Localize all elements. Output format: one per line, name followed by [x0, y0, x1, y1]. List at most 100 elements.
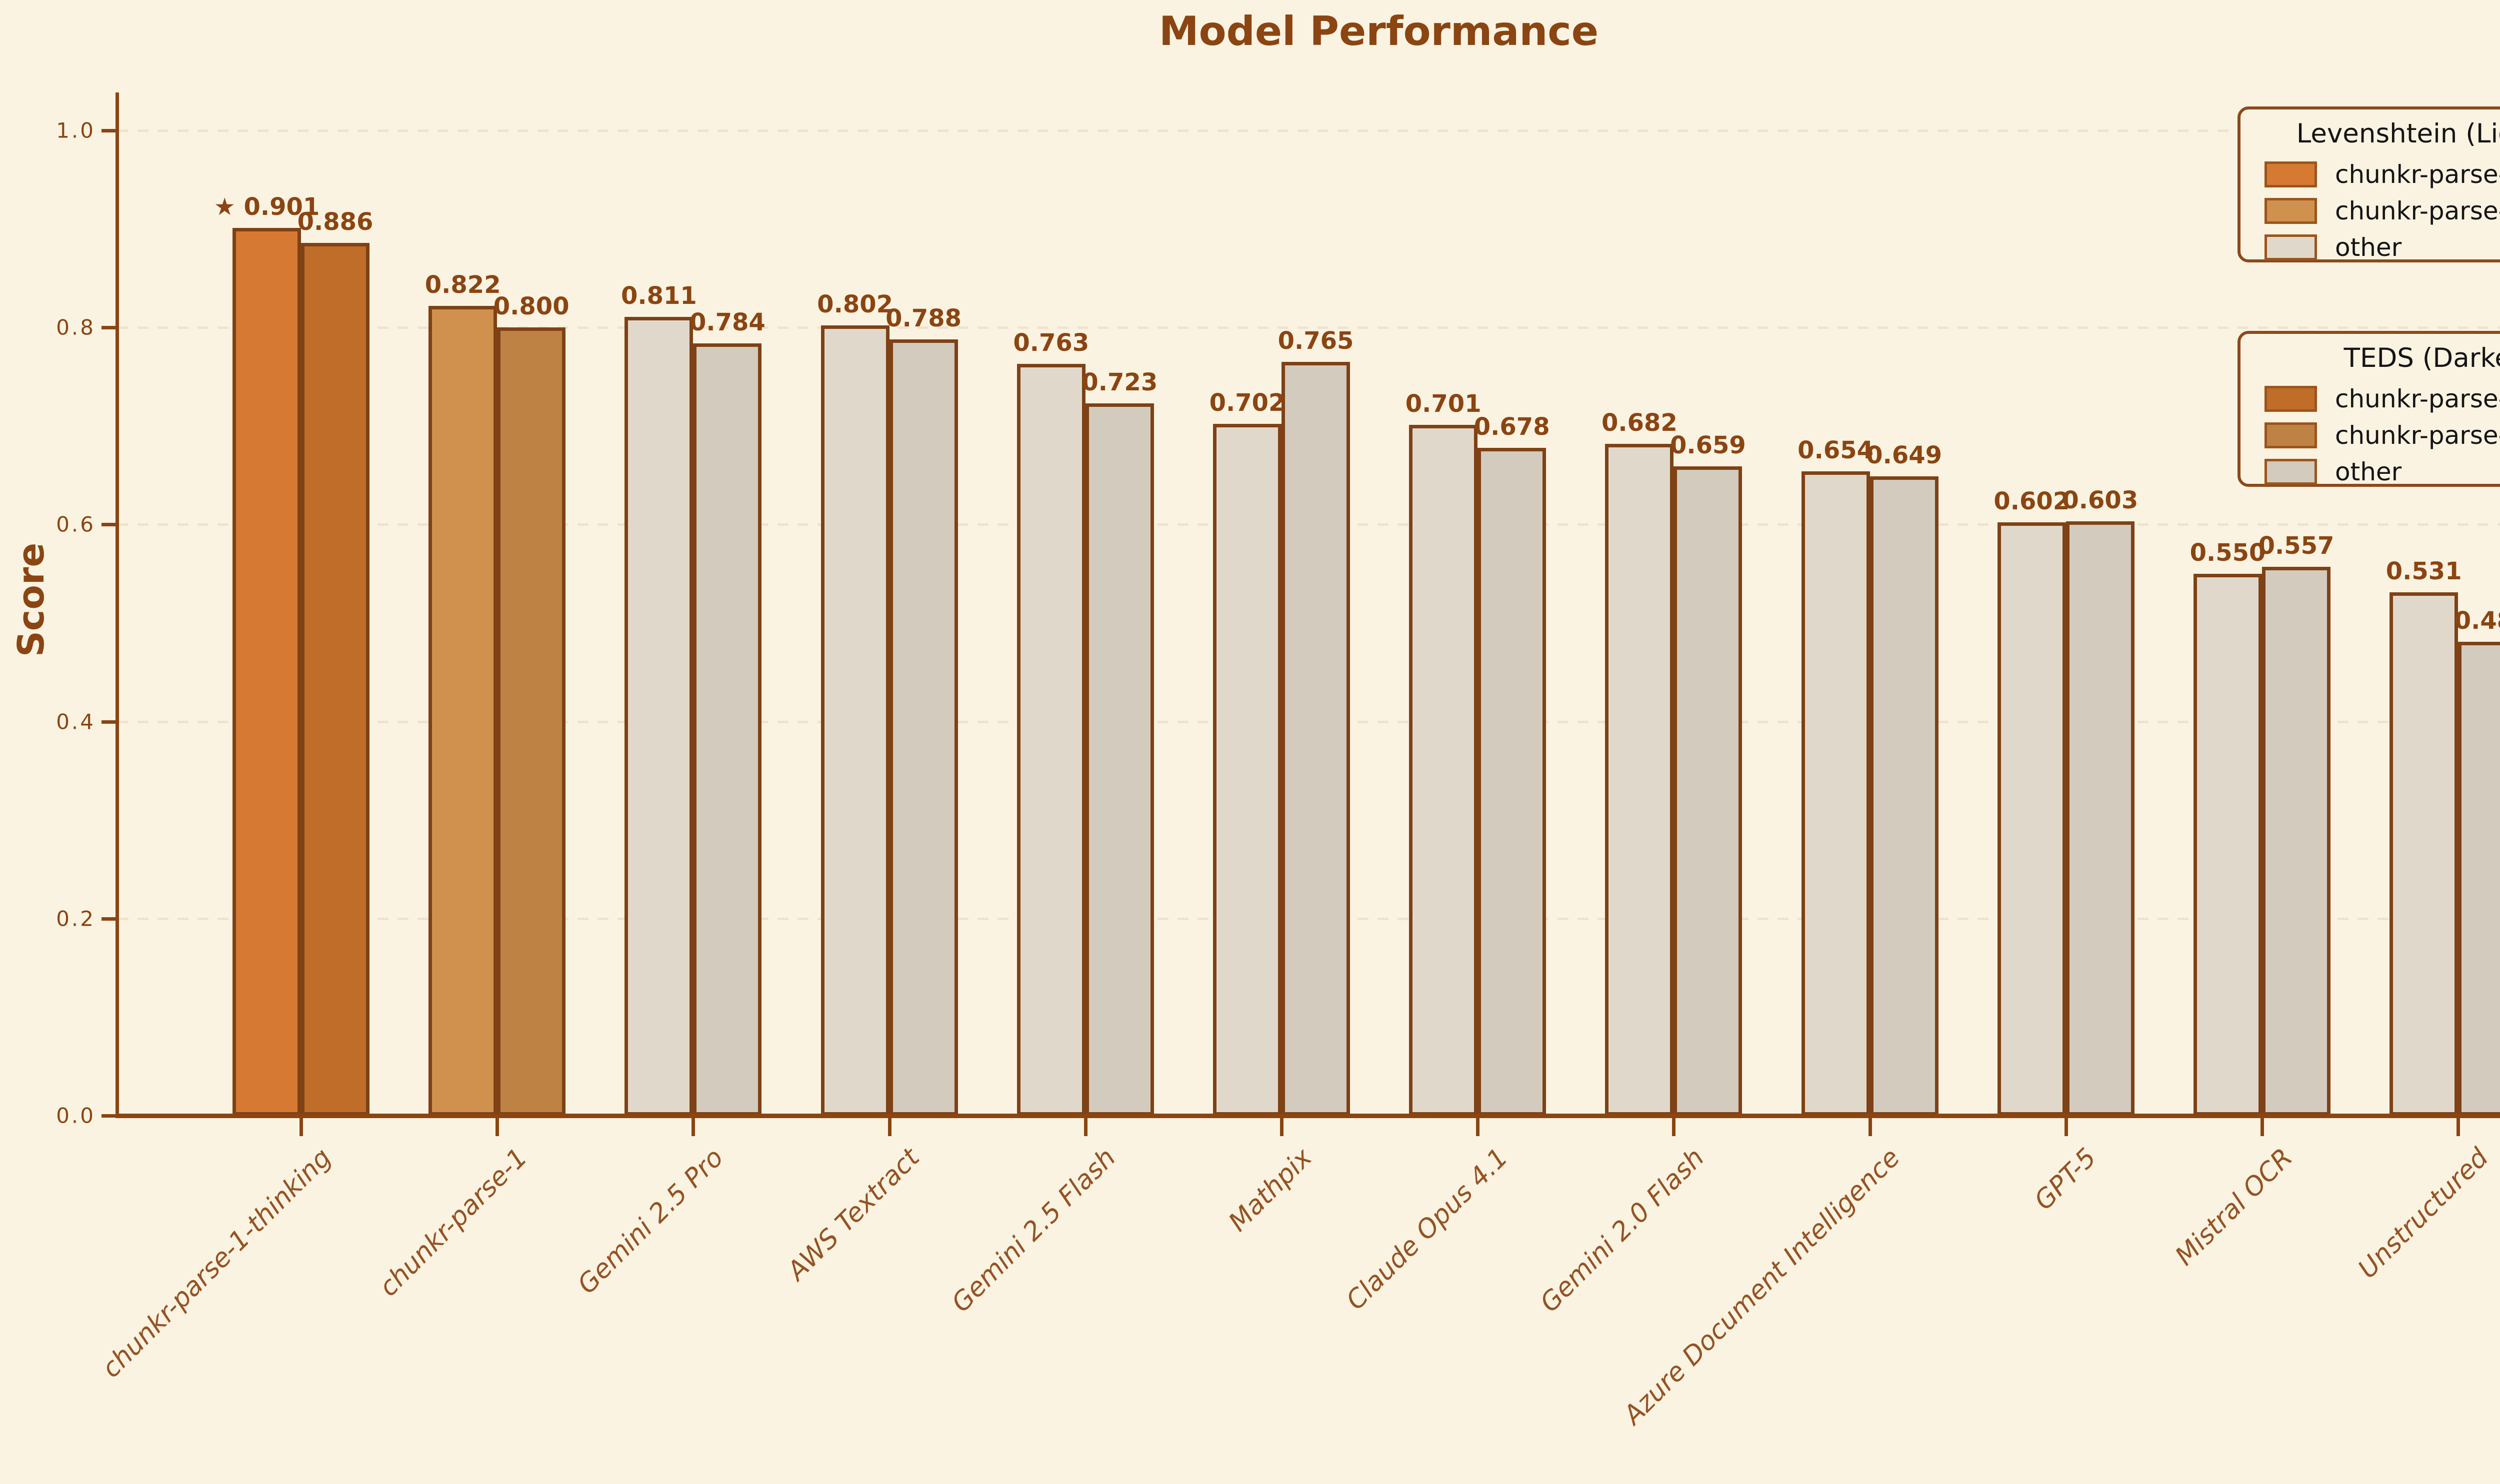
x-tick-label: AWS Textract	[782, 1143, 926, 1287]
bar-teds-GPT-5	[2066, 521, 2134, 1116]
legend-teds-title: TEDS (Darker)	[2344, 343, 2500, 373]
x-tick	[692, 1118, 696, 1136]
y-axis-label: Score	[10, 542, 52, 657]
x-tick-label: Claude Opus 4.1	[1340, 1143, 1514, 1316]
bar-levenshtein-Azure Document Intelligence	[1801, 471, 1870, 1116]
y-tick	[102, 129, 118, 132]
bar-levenshtein-Gemini 2.5 Flash	[1016, 364, 1086, 1116]
chart-title: Model Performance	[1159, 8, 1598, 54]
legend-swatch	[2264, 234, 2317, 260]
bar-teds-Mathpix	[1282, 362, 1350, 1116]
y-tick-label: 0.4	[56, 709, 96, 734]
bar-teds-Gemini 2.0 Flash	[1674, 466, 1742, 1116]
x-tick	[888, 1118, 892, 1136]
y-axis-spine	[116, 92, 119, 1118]
bar-teds-Azure Document Intelligence	[1870, 476, 1938, 1116]
y-tick	[102, 326, 118, 330]
legend-entry-label: other	[2335, 457, 2402, 486]
bar-value-label: 0.550	[2190, 539, 2266, 567]
legend-entry-label: chunkr-parse-1-thinking	[2335, 159, 2500, 189]
bar-value-label: ★ 0.901	[214, 193, 320, 221]
y-tick-label: 0.8	[56, 315, 96, 340]
bar-value-label: 0.678	[1474, 413, 1550, 441]
legend-swatch	[2264, 422, 2317, 448]
legend-entry: chunkr-parse-1-thinking	[2264, 156, 2500, 192]
bar-levenshtein-Unstructured	[2390, 592, 2458, 1116]
bar-teds-AWS Textract	[889, 339, 958, 1116]
legend-entry: other	[2264, 453, 2500, 490]
legend-entry-label: chunkr-parse-1-thinking	[2335, 384, 2500, 413]
bar-value-label: 0.784	[689, 308, 766, 336]
x-tick	[1280, 1118, 1284, 1136]
bar-value-label: 0.481	[2454, 607, 2500, 635]
y-tick	[102, 720, 118, 724]
x-tick-label: Mathpix	[1222, 1143, 1318, 1238]
gridline	[118, 129, 2500, 132]
bar-levenshtein-Mistral OCR	[2194, 574, 2262, 1116]
x-tick	[300, 1118, 303, 1136]
bar-value-label: 0.822	[424, 271, 501, 299]
y-tick-label: 0.6	[56, 512, 96, 537]
legend-swatch	[2264, 197, 2317, 224]
gridline	[118, 326, 2500, 329]
bar-levenshtein-Mathpix	[1213, 424, 1282, 1116]
bar-levenshtein-Gemini 2.0 Flash	[1605, 444, 1674, 1116]
x-tick	[1868, 1118, 1872, 1136]
x-tick-label: Gemini 2.0 Flash	[1534, 1143, 1710, 1319]
bar-teds-Claude Opus 4.1	[1478, 448, 1546, 1116]
bar-value-label: 0.603	[2062, 486, 2138, 514]
y-tick	[102, 523, 118, 527]
bar-teds-Mistral OCR	[2262, 567, 2330, 1116]
bar-levenshtein-chunkr-parse-1	[428, 306, 498, 1116]
legend-teds: TEDS (Darker) chunkr-parse-1-thinkingchu…	[2238, 331, 2500, 487]
y-tick-label: 0.0	[56, 1103, 96, 1128]
bar-value-label: 0.886	[297, 208, 374, 236]
bar-levenshtein-Claude Opus 4.1	[1409, 425, 1478, 1116]
bar-value-label: 0.763	[1013, 329, 1090, 357]
legend-entry: chunkr-parse-1-thinking	[2264, 380, 2500, 417]
bar-value-label: 0.649	[1866, 441, 1942, 469]
bar-value-label: 0.800	[493, 292, 570, 320]
x-tick-label: chunkr-parse-1-thinking	[96, 1143, 338, 1384]
x-tick	[2456, 1118, 2460, 1136]
bar-teds-chunkr-parse-1	[497, 327, 566, 1116]
bar-value-label: 0.531	[2386, 557, 2462, 585]
bar-value-label: 0.802	[817, 290, 894, 318]
legend-teds-entries: chunkr-parse-1-thinking chunkr-parse-1 oth…	[2264, 380, 2500, 490]
x-tick	[496, 1118, 500, 1136]
x-tick	[1476, 1118, 1480, 1136]
legend-swatch	[2264, 458, 2317, 485]
legend-entry-label: other	[2335, 232, 2402, 262]
bar-value-label: 0.682	[1601, 409, 1678, 437]
bar-levenshtein-chunkr-parse-1-thinking	[232, 228, 301, 1116]
legend-levenshtein-title: Levenshtein (Lighter)	[2296, 118, 2500, 149]
bar-value-label: 0.701	[1405, 390, 1482, 418]
x-tick-label: Mistral OCR	[2169, 1143, 2298, 1272]
x-tick	[1084, 1118, 1088, 1136]
x-axis-spine	[116, 1114, 2500, 1118]
bar-value-label: 0.765	[1278, 327, 1354, 355]
bar-levenshtein-GPT-5	[1997, 522, 2066, 1116]
bar-value-label: 0.811	[620, 282, 697, 310]
bar-value-label: 0.659	[1670, 431, 1746, 459]
x-tick-label: Gemini 2.5 Pro	[572, 1143, 730, 1300]
legend-entry-label: chunkr-parse-1	[2335, 196, 2500, 225]
bar-value-label: 0.602	[1994, 487, 2070, 515]
x-tick	[2064, 1118, 2068, 1136]
bar-teds-chunkr-parse-1-thinking	[301, 243, 370, 1116]
y-tick-label: 0.2	[56, 906, 96, 931]
legend-levenshtein-entries: chunkr-parse-1-thinking chunkr-parse-1 oth…	[2264, 156, 2500, 265]
bar-teds-Unstructured	[2458, 642, 2500, 1116]
bar-levenshtein-AWS Textract	[820, 325, 890, 1116]
bar-levenshtein-Gemini 2.5 Pro	[624, 317, 694, 1116]
legend-levenshtein: Levenshtein (Lighter) chunkr-parse-1-thi…	[2238, 106, 2500, 262]
x-tick	[1672, 1118, 1676, 1136]
y-tick	[102, 917, 118, 921]
x-tick-label: Gemini 2.5 Flash	[946, 1143, 1122, 1319]
bar-teds-Gemini 2.5 Flash	[1085, 403, 1154, 1116]
legend-swatch	[2264, 385, 2317, 412]
y-tick	[102, 1114, 118, 1118]
legend-entry: other	[2264, 229, 2500, 265]
legend-entry: chunkr-parse-1	[2264, 192, 2500, 229]
